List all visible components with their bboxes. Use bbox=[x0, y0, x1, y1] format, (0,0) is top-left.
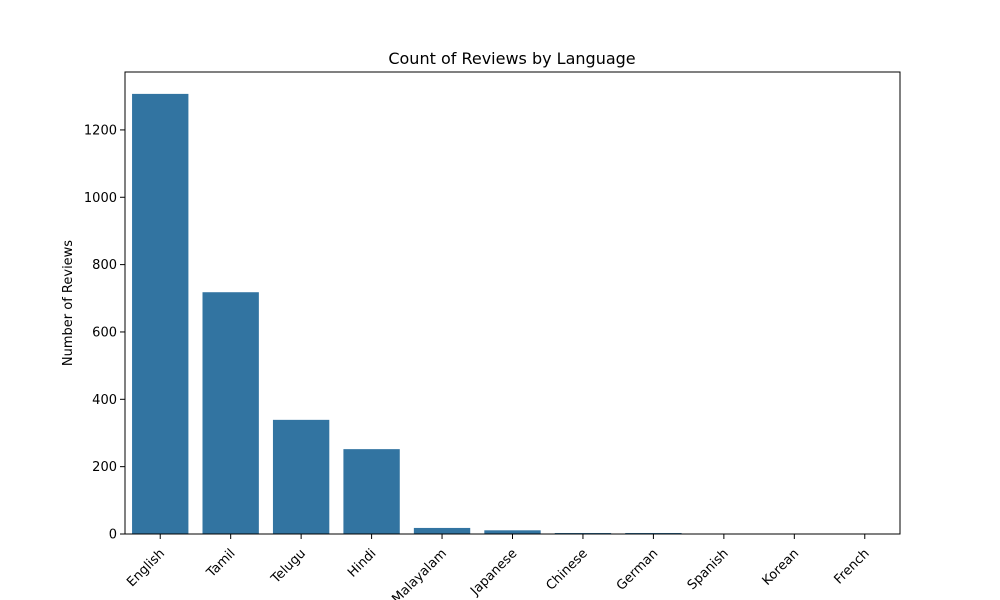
x-tick-label-english: English bbox=[124, 546, 168, 590]
x-tick-label-korean: Korean bbox=[760, 546, 802, 588]
x-tick-label-hindi: Hindi bbox=[345, 546, 379, 580]
x-tick-label-malayalam: Malayalam bbox=[389, 546, 450, 600]
y-tick-label: 1200 bbox=[84, 123, 117, 138]
x-tick-label-telugu: Telugu bbox=[268, 546, 309, 587]
bar-japanese bbox=[484, 530, 541, 534]
y-tick-label: 1000 bbox=[84, 191, 117, 206]
bar-chinese bbox=[554, 532, 612, 534]
y-tick-label: 0 bbox=[109, 528, 117, 543]
x-tick-label-french: French bbox=[831, 546, 872, 587]
chart-title: Count of Reviews by Language bbox=[388, 49, 635, 68]
bar-tamil bbox=[202, 292, 259, 534]
x-tick-label-japanese: Japanese bbox=[467, 546, 520, 599]
y-tick-label: 800 bbox=[92, 258, 117, 273]
y-tick-label: 200 bbox=[92, 460, 117, 475]
x-tick-label-spanish: Spanish bbox=[685, 546, 732, 593]
y-tick-label: 400 bbox=[92, 393, 117, 408]
bar-telugu bbox=[272, 419, 330, 534]
bar-english bbox=[132, 93, 189, 534]
x-tick-label-chinese: Chinese bbox=[543, 546, 590, 593]
bar-german bbox=[625, 532, 682, 534]
bar-hindi bbox=[343, 449, 400, 534]
bars-group bbox=[132, 93, 893, 534]
x-axis-ticks: English Tamil Telugu Hindi Malayalam Japanese… bbox=[124, 534, 873, 600]
x-tick-label-tamil: Tamil bbox=[203, 546, 238, 581]
y-axis-ticks: 0 200 400 600 800 1000 1200 bbox=[84, 123, 125, 543]
x-tick-label-german: German bbox=[614, 546, 661, 593]
bar-malayalam bbox=[413, 527, 471, 534]
y-tick-label: 600 bbox=[92, 325, 117, 340]
y-axis-label: Number of Reviews bbox=[61, 240, 76, 366]
plot-frame bbox=[124, 71, 901, 535]
